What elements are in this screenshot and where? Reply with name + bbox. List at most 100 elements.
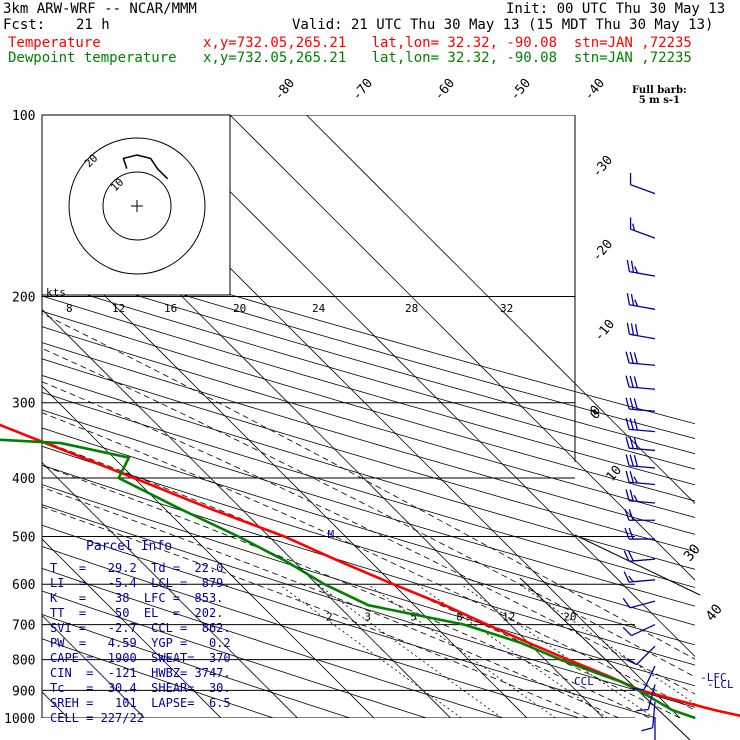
wind-barb-shaft [629, 500, 656, 504]
wind-barb-shaft [630, 184, 656, 195]
wind-barb-flag [628, 509, 634, 521]
wind-barb-flag [629, 471, 634, 483]
mixing-ratio-line [367, 583, 556, 718]
parcel-row: T = 29.2 Td = 22.0 [50, 561, 224, 575]
dry-adiabat-line [42, 237, 695, 425]
wind-barb-flag [622, 597, 631, 609]
forecast-label: Fcst: [3, 17, 46, 33]
hodo-scale-label: 28 [405, 302, 418, 315]
mixing-ratio-line [316, 583, 503, 718]
dry-adiabat-line [42, 464, 695, 666]
wind-barb-flag [634, 266, 639, 274]
wind-barb-shaft [652, 701, 656, 728]
hodo-scale-label: 32 [500, 302, 513, 315]
hodo-scale-label: 12 [112, 302, 125, 315]
mixing-ratio-line [416, 583, 608, 718]
wind-barb-flag [632, 223, 636, 231]
barb-legend: Full barb: 5 m s-1 [632, 86, 687, 106]
wind-barb [626, 293, 656, 310]
pressure-tick-label: 100 [12, 109, 35, 124]
parcel-info-panel: Parcel Info T = 29.2 Td = 22.0 LI = -5.4… [46, 539, 232, 729]
wind-barb-flag [636, 708, 649, 712]
hodo-scale-label: 16 [164, 302, 177, 315]
parcel-row: K = 38 LFC = 853. [50, 591, 224, 605]
wind-barb-flag [625, 454, 630, 466]
wind-barb-flag [629, 351, 634, 364]
temperature-tick-label: -60 [432, 76, 459, 104]
parcel-info-title: Parcel Info [86, 539, 173, 554]
mixing-ratio-line [460, 583, 655, 718]
level-annotation: -LCL [707, 678, 734, 691]
side-scale-label: 40 [703, 601, 726, 624]
wind-barb-flag [633, 476, 638, 484]
wind-barb-flag [629, 489, 634, 502]
wind-barb [641, 701, 656, 732]
wind-barb-flag [634, 324, 639, 336]
wind-barb-flag [626, 293, 631, 305]
hodo-scale-label: 8 [66, 302, 73, 315]
wind-barb-flag [629, 437, 634, 449]
parcel-row: SREH = 101 LAPSE= 6.5 [50, 696, 231, 710]
diag-axis-line [574, 534, 701, 596]
hodograph-box [41, 114, 231, 296]
temperature-tick-label: -80 [272, 76, 299, 104]
wind-barb-flag [623, 550, 630, 562]
wind-barb-flag [632, 687, 645, 691]
wind-barb-flag [641, 727, 653, 732]
wind-barb [629, 217, 656, 239]
forecast-hour: 21 h [76, 17, 110, 33]
wind-barb-shaft [629, 428, 656, 433]
wind-barb-shaft [629, 270, 656, 277]
temperature-tick-label: -10 [592, 317, 619, 345]
dry-adiabat-line [42, 590, 427, 718]
moist-adiabat-line [42, 313, 695, 660]
wind-barb-flag [625, 397, 630, 410]
wind-barb-flag [626, 322, 631, 335]
wind-barb [625, 375, 656, 390]
wind-barb-shaft [629, 465, 656, 469]
temperature-legend-label: Temperature [8, 35, 101, 51]
dry-adiabat-line [42, 280, 695, 470]
dry-adiabat-line [42, 409, 695, 607]
wind-barb-flag [628, 527, 634, 540]
barb-legend-line1: Full barb: [632, 85, 687, 96]
wind-barb-flag [633, 437, 639, 450]
temperature-tick-label: -50 [508, 76, 535, 104]
dry-adiabat-line [42, 445, 695, 646]
isotherm-line [42, 385, 375, 718]
wind-barb-flag [629, 454, 634, 467]
parcel-row: CIN = -121 HWBZ= 3747. [50, 666, 231, 680]
parcel-row: LI = -5.4 LCL = 879. [50, 576, 231, 590]
wind-barb-flag [633, 352, 639, 364]
wind-barb-flag [622, 626, 632, 637]
parcel-row: SVI = -2.7 CCL = 862. [50, 621, 231, 635]
wind-barb [626, 259, 656, 277]
wind-barb-flag [625, 417, 630, 430]
wind-barb-shaft [629, 481, 656, 486]
wind-barb [626, 322, 656, 340]
wind-barb-shaft [631, 624, 656, 637]
wind-barb-flag [634, 299, 639, 307]
wind-barb-flag [629, 397, 634, 410]
wind-barb [625, 470, 656, 486]
pressure-tick-label: 300 [12, 397, 35, 412]
level-annotation: M [328, 528, 335, 541]
mixing-ratio-label: 12 [502, 611, 515, 624]
barb-legend-line2: 5 m s-1 [638, 95, 680, 106]
isotherm-line [42, 155, 604, 718]
diag-axis-line [519, 577, 691, 740]
wind-barb [625, 417, 656, 433]
dry-adiabat-line [42, 326, 695, 518]
isotherm-line [42, 614, 145, 718]
wind-barb [623, 550, 656, 562]
dry-adiabat-line [42, 392, 695, 588]
pressure-tick-label: 200 [12, 291, 35, 306]
hodograph-trace [122, 154, 169, 180]
pressure-tick-label: 600 [12, 578, 35, 593]
pressure-tick-label: 900 [12, 684, 35, 699]
wind-barb-shaft [629, 600, 656, 609]
isotherm-line [153, 115, 695, 658]
wind-barb-flag [630, 323, 635, 336]
mixing-ratio-label: 8 [456, 611, 463, 624]
dry-adiabat-line [42, 524, 657, 718]
